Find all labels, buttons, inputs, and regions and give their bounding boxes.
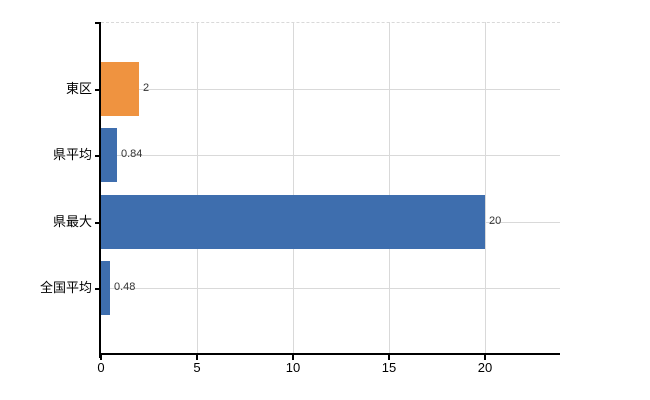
gridline-vertical [197, 22, 198, 353]
x-axis-tick-label: 10 [285, 360, 301, 375]
bar [101, 195, 485, 249]
bar-value-label: 2 [143, 82, 150, 94]
y-axis-label: 県最大 [52, 214, 92, 229]
gridline-vertical [485, 22, 486, 353]
bar-value-label: 0.84 [121, 148, 143, 160]
y-axis-label: 全国平均 [39, 280, 92, 295]
x-axis-tick [100, 355, 102, 360]
gridline-vertical [389, 22, 390, 353]
y-axis-tick [95, 155, 101, 157]
bar [101, 261, 110, 315]
y-axis-tick [95, 89, 101, 91]
y-axis-tick [95, 222, 101, 224]
y-axis-label: 東区 [65, 81, 92, 96]
gridline-horizontal [101, 89, 560, 90]
x-axis-tick [388, 355, 390, 360]
x-axis-tick-label: 15 [381, 360, 397, 375]
bar-value-label: 0.48 [114, 281, 136, 293]
x-axis-tick-label: 20 [477, 360, 493, 375]
gridline-horizontal [101, 155, 560, 156]
x-axis-line [99, 353, 560, 355]
y-axis-tick [95, 22, 101, 24]
x-axis-tick-label: 0 [97, 360, 105, 375]
x-axis-tick-label: 5 [193, 360, 201, 375]
plot-top-border [101, 22, 560, 23]
bar [101, 62, 139, 116]
x-axis-tick [484, 355, 486, 360]
gridline-horizontal [101, 288, 560, 289]
bar-value-label: 20 [489, 215, 502, 227]
x-axis-tick [292, 355, 294, 360]
y-axis-line [99, 22, 101, 358]
y-axis-label: 県平均 [52, 147, 92, 162]
y-axis-tick [95, 288, 101, 290]
x-axis-tick [196, 355, 198, 360]
gridline-vertical [293, 22, 294, 353]
bar [101, 128, 117, 182]
